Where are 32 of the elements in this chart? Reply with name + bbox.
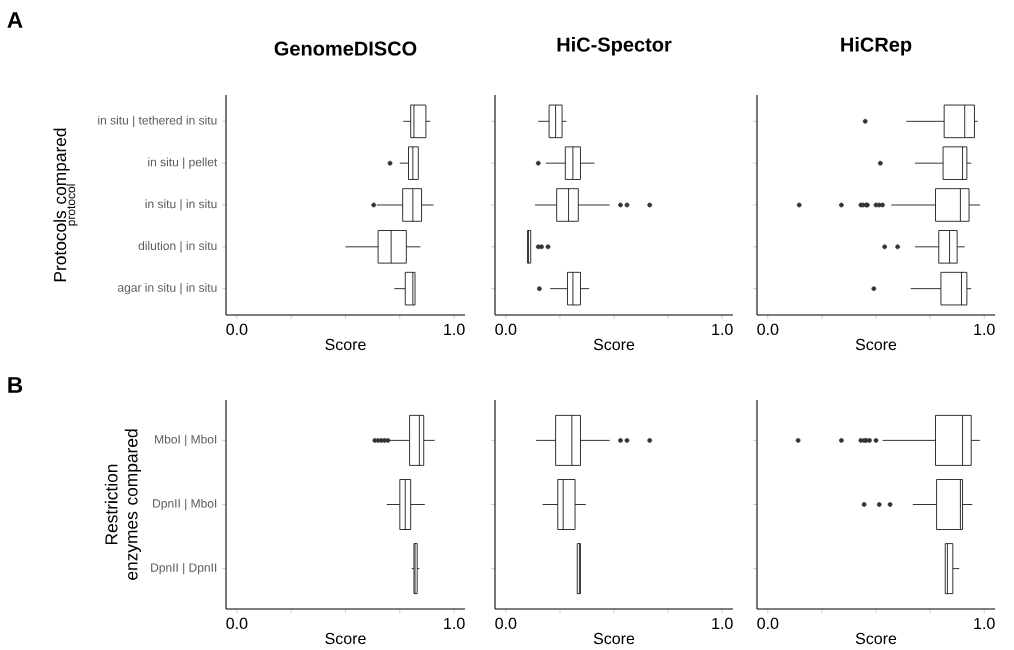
x-tick-label: 0.0 xyxy=(495,323,517,336)
x-tick-label: 0.0 xyxy=(226,323,248,336)
x-tick-label: 1.0 xyxy=(974,323,995,336)
text: B xyxy=(8,377,23,393)
y-tick-label: DpnII | DpnII xyxy=(151,562,217,575)
x-axis-title: Score xyxy=(325,338,366,351)
x-tick-label: 1.0 xyxy=(444,323,465,336)
x-axis-title: Score xyxy=(855,632,897,645)
y-tick-label: in situ | in situ xyxy=(145,199,217,211)
x-tick-label: 0.0 xyxy=(757,323,779,336)
x-tick-label: 0.0 xyxy=(757,617,779,630)
x-axis-title: Score xyxy=(855,338,897,351)
y-axis-title: Restriction enzymes compared xyxy=(104,429,141,580)
y-tick-label: in situ | tethered in situ xyxy=(98,115,217,127)
chart-title: GenomeDISCO xyxy=(274,41,417,56)
x-tick-label: 1.0 xyxy=(712,617,733,630)
x-axis-title: Score xyxy=(593,338,635,351)
chart-title: HiC-Spector xyxy=(557,36,672,56)
y-tick-label: dilution | in situ xyxy=(138,241,217,253)
y-tick-label: DpnII | MboI xyxy=(153,498,217,511)
x-tick-label: 0.0 xyxy=(226,617,248,630)
chart-title: HiCRep xyxy=(841,36,912,56)
y-tick-label: agar in situ | in situ xyxy=(117,283,217,295)
x-tick-label: 1.0 xyxy=(974,617,995,630)
x-tick-label: 1.0 xyxy=(712,323,733,336)
y-tick-label: in situ | pellet xyxy=(148,157,218,169)
x-tick-label: 0.0 xyxy=(495,617,517,630)
x-axis-title: Score xyxy=(325,632,366,645)
x-axis-title: Score xyxy=(593,632,635,645)
y-tick-label: MboI | MboI xyxy=(155,434,217,447)
x-tick-label: 1.0 xyxy=(444,617,465,630)
text: A xyxy=(7,12,23,28)
